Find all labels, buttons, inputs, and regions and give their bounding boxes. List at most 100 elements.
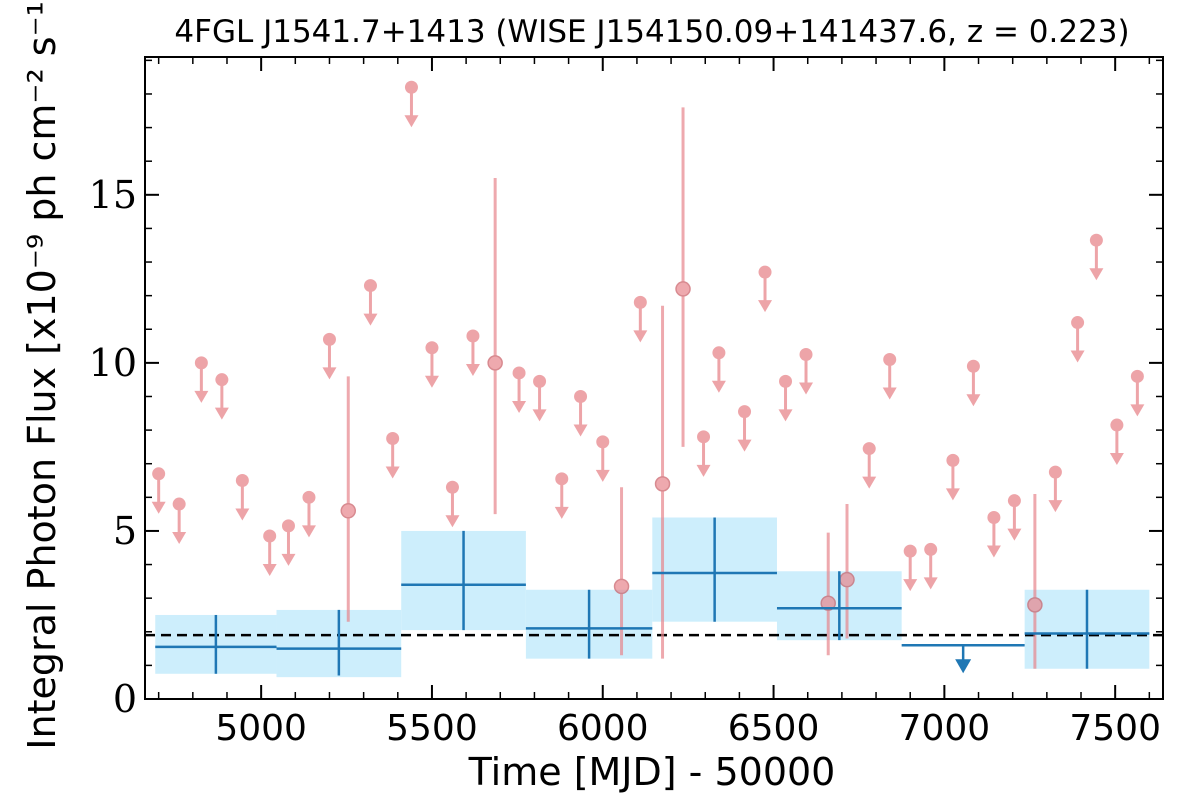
detection-point [675, 281, 691, 297]
upper-limit-point [924, 542, 938, 556]
upper-limit-point [758, 265, 772, 279]
upper-limit-marker [595, 435, 610, 482]
upper-limit-arrowhead [986, 545, 1001, 558]
upper-limit-point [235, 474, 249, 488]
upper-limit-marker [1007, 494, 1022, 541]
upper-limit-point [966, 359, 980, 373]
detection-marker [654, 305, 671, 659]
x-tick-label: 6500 [728, 708, 820, 749]
upper-limit-point [194, 356, 208, 370]
detection-point [1027, 597, 1043, 613]
upper-limit-marker [573, 389, 588, 437]
upper-limit-arrowhead [301, 525, 316, 538]
upper-limit-point [302, 490, 316, 504]
detection-point [613, 578, 630, 595]
upper-limit-arrowhead [595, 469, 610, 482]
upper-limit-point [738, 405, 752, 419]
plot-frame [144, 56, 1164, 700]
x-tick-label: 6000 [557, 708, 649, 749]
x-tick-label: 5000 [215, 708, 307, 749]
upper-limit-point [697, 430, 711, 444]
x-tick-label: 7500 [1069, 708, 1161, 749]
upper-limit-arrowhead [214, 407, 229, 420]
detection-point [654, 476, 671, 492]
upper-limit-marker [172, 497, 187, 545]
upper-limit-marker [554, 472, 569, 519]
upper-limit-arrowhead [1109, 453, 1124, 466]
detection-marker [675, 107, 691, 447]
upper-limit-arrowhead [923, 577, 938, 590]
upper-limit-marker [1089, 233, 1104, 281]
upper-limit-marker [281, 519, 296, 566]
upper-limit-marker [966, 359, 981, 407]
upper-limit-arrowhead [903, 579, 918, 592]
upper-limit-point [946, 453, 960, 467]
upper-limit-marker [758, 265, 773, 313]
upper-limit-point [466, 329, 480, 343]
detection-point [487, 355, 503, 371]
upper-limit-marker [322, 332, 337, 380]
upper-limit-arrowhead [281, 553, 296, 566]
upper-limit-point [862, 442, 876, 456]
detection-marker [487, 178, 503, 515]
upper-limit-marker [424, 341, 439, 388]
upper-limit-point [1071, 316, 1085, 330]
binned-upper-limit-arrowhead [955, 659, 972, 674]
upper-limit-arrowhead [1130, 404, 1145, 417]
upper-limit-arrowhead [1089, 268, 1104, 281]
binned-flux-bands [155, 517, 1150, 678]
upper-limit-point [445, 480, 459, 494]
upper-limit-arrowhead [1070, 350, 1085, 363]
upper-limit-arrowhead [696, 464, 711, 477]
upper-limit-point [263, 529, 277, 543]
upper-limit-point [1089, 233, 1103, 247]
upper-limit-marker [151, 467, 166, 514]
upper-limit-arrowhead [1048, 500, 1063, 513]
binned-flux-crosses [155, 517, 1150, 676]
upper-limit-marker [633, 295, 648, 343]
upper-limit-arrowhead [322, 367, 337, 380]
upper-limit-arrowhead [404, 115, 419, 128]
upper-limit-arrowhead [778, 409, 793, 422]
upper-limit-point [1130, 369, 1144, 383]
upper-limit-arrowhead [799, 382, 814, 395]
upper-limit-marker [945, 453, 960, 501]
upper-limit-point [1048, 465, 1062, 479]
upper-limit-point [533, 374, 547, 388]
upper-limit-point [363, 279, 377, 293]
y-tick-label: 5 [113, 509, 137, 553]
upper-limit-point [633, 295, 647, 309]
upper-limit-point [883, 353, 897, 367]
upper-limit-markers [151, 80, 1145, 592]
upper-limit-marker [262, 529, 277, 576]
upper-limit-marker [194, 356, 209, 403]
upper-limit-point [574, 389, 588, 403]
upper-limit-arrowhead [633, 330, 648, 343]
upper-limit-point [1007, 494, 1021, 508]
upper-limit-arrowhead [424, 375, 439, 388]
upper-limit-point [322, 332, 336, 346]
x-tick-label: 5500 [386, 708, 478, 749]
upper-limit-point [425, 341, 439, 355]
upper-limit-arrowhead [445, 515, 460, 528]
upper-limit-point [152, 467, 166, 481]
upper-limit-arrowhead [554, 506, 569, 519]
upper-limit-arrowhead [1007, 528, 1022, 541]
upper-limit-marker [385, 432, 400, 479]
detection-markers [340, 107, 1043, 669]
upper-limit-arrowhead [172, 532, 187, 545]
x-axis-label: Time [MJD] - 50000 [468, 750, 836, 794]
upper-limit-marker [465, 329, 480, 376]
upper-limit-marker [737, 405, 752, 452]
detection-point [839, 571, 855, 588]
upper-limit-point [386, 432, 400, 446]
upper-limit-point [596, 435, 610, 449]
upper-limit-marker [923, 542, 938, 590]
upper-limit-arrowhead [711, 380, 726, 393]
upper-limit-arrowhead [385, 466, 400, 479]
upper-limit-point [281, 519, 295, 533]
upper-limit-point [215, 373, 229, 387]
upper-limit-point [512, 366, 526, 380]
